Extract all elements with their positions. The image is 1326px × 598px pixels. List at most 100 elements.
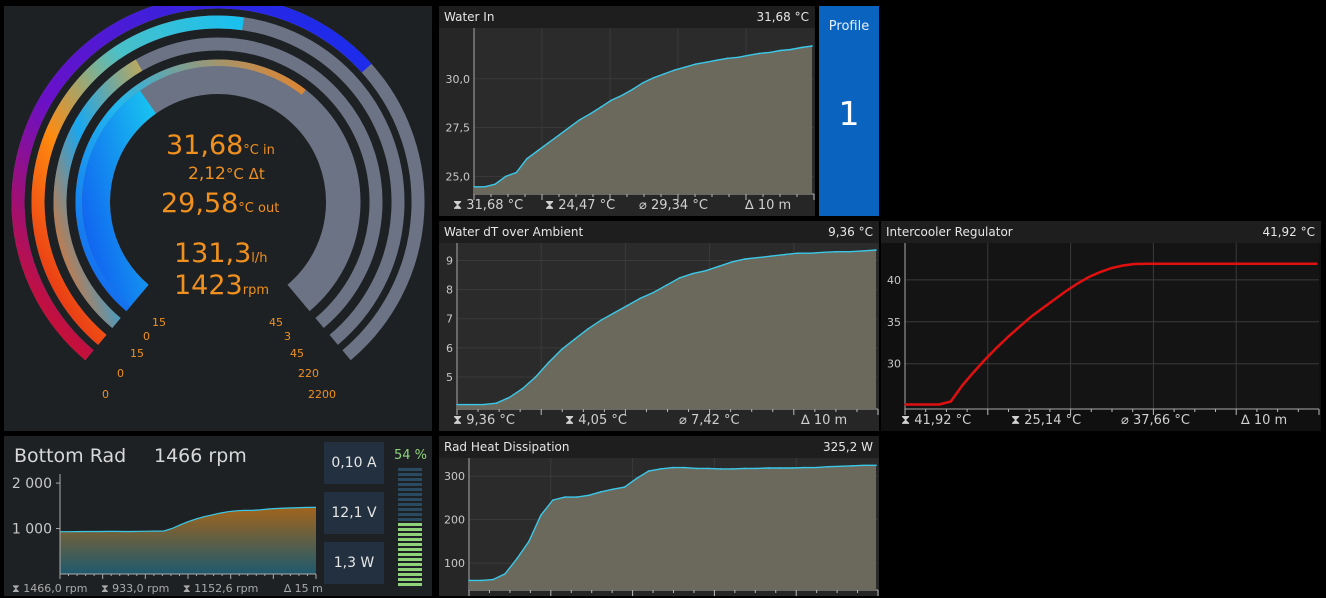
gauge-panel: 31,68°C in 2,12°C Δt 29,58°C out 131,3l/… — [4, 6, 432, 431]
y-tick-label: 30,0 — [446, 73, 471, 86]
gauge-rings — [11, 6, 425, 361]
data-point — [815, 466, 817, 469]
data-point — [1064, 290, 1067, 293]
data-point — [469, 403, 471, 406]
data-point — [480, 579, 482, 582]
data-point — [1087, 276, 1089, 279]
data-point — [1293, 262, 1295, 265]
data-point — [1316, 262, 1318, 265]
duty-segment — [398, 563, 422, 566]
stat-window: ∆ 15 m — [283, 582, 323, 595]
data-point — [767, 467, 770, 469]
data-point — [521, 387, 524, 390]
data-point — [1075, 283, 1078, 285]
duty-segment — [398, 583, 422, 586]
data-point — [849, 250, 851, 253]
intercooler-panel: Intercooler Regulator 41,92 °C 40 35 30 ⧗ … — [881, 221, 1321, 431]
data-point — [508, 396, 511, 399]
fan-area — [60, 507, 316, 574]
data-point — [938, 403, 941, 406]
data-point — [704, 269, 707, 272]
data-point — [621, 94, 623, 97]
stat-min: ⧗ 4,05 °C — [565, 413, 627, 428]
duty-segment — [398, 538, 422, 541]
scale-label: 3 — [284, 330, 291, 343]
rad-heat-chart: 300 200 100 — [444, 458, 879, 596]
temp-in-readout: 31,68°C in — [166, 130, 275, 161]
y-tick-label: 1 000 — [12, 522, 52, 538]
data-point — [626, 304, 629, 307]
data-point — [516, 557, 518, 560]
scale-label: 0 — [143, 330, 150, 343]
duty-segment — [398, 508, 422, 511]
data-point — [1258, 262, 1261, 265]
duty-segment — [398, 553, 422, 556]
data-point — [800, 46, 803, 49]
data-point — [504, 175, 507, 178]
fan-duty-meter — [398, 468, 422, 586]
data-point — [678, 277, 681, 279]
data-point — [589, 113, 591, 115]
data-point — [809, 252, 812, 254]
data-point — [599, 491, 602, 493]
data-point — [610, 99, 613, 102]
data-point — [515, 171, 518, 174]
data-point — [528, 540, 530, 543]
water-in-chart: 30,0 27,5 25,0 — [446, 28, 815, 200]
data-point — [492, 578, 494, 581]
data-point — [1281, 262, 1284, 265]
y-tick-label: 7 — [446, 313, 453, 326]
data-point — [984, 358, 986, 361]
data-point — [665, 284, 668, 287]
stat-avg: ⌀ 37,66 °C — [1121, 413, 1190, 428]
data-point — [743, 467, 746, 470]
data-point — [547, 361, 550, 364]
fan-rpm-chart: 2 000 1 000 — [12, 474, 317, 579]
data-point — [755, 467, 758, 470]
y-tick-label: 5 — [446, 371, 453, 384]
chart-title: Intercooler Regulator — [886, 225, 1013, 239]
data-point — [635, 477, 638, 480]
scale-label: 0 — [117, 367, 124, 380]
ring-2-fill — [31, 15, 244, 345]
scale-label: 2200 — [308, 388, 336, 401]
data-point — [1224, 262, 1227, 265]
fan-voltage-box: 12,1 V — [324, 492, 384, 534]
data-point — [822, 251, 825, 254]
data-point — [1167, 262, 1170, 265]
ring-3-fill — [53, 59, 143, 329]
chart-stats: ⧗ 9,36 °C ⧗ 4,05 °C ⌀ 7,42 °C ∆ 10 m — [439, 411, 879, 431]
y-tick-label: 100 — [444, 557, 465, 570]
profile-button[interactable]: Profile 1 — [819, 6, 879, 216]
data-point — [575, 496, 578, 498]
series-area — [457, 250, 876, 409]
data-point — [695, 467, 698, 470]
data-point — [1304, 262, 1307, 265]
chart-header: Rad Heat Dissipation 325,2 W — [439, 436, 879, 458]
chart-title: Rad Heat Dissipation — [444, 440, 570, 454]
stat-min: ⧗ 933,0 rpm — [100, 582, 170, 595]
data-point — [578, 118, 581, 121]
duty-segment — [398, 573, 422, 576]
flow-readout: 131,3l/h — [174, 238, 268, 269]
duty-segment — [398, 503, 422, 506]
data-point — [611, 488, 614, 491]
chart-header: Intercooler Regulator 41,92 °C — [881, 221, 1321, 243]
data-point — [770, 255, 773, 257]
data-point — [737, 56, 739, 59]
data-point — [639, 297, 642, 300]
data-point — [768, 51, 771, 54]
y-tick-label: 200 — [444, 514, 465, 527]
y-tick-label: 35 — [887, 316, 901, 329]
data-point — [536, 150, 539, 152]
y-tick-label: 25,0 — [446, 170, 471, 183]
data-point — [851, 465, 853, 467]
intercooler-chart: 40 35 30 — [887, 243, 1320, 415]
data-point — [695, 63, 697, 65]
data-point — [1018, 326, 1021, 328]
scale-label: 0 — [102, 388, 109, 401]
data-point — [1155, 262, 1158, 265]
data-point — [574, 338, 576, 340]
data-point — [961, 384, 964, 387]
data-point — [1121, 264, 1124, 267]
